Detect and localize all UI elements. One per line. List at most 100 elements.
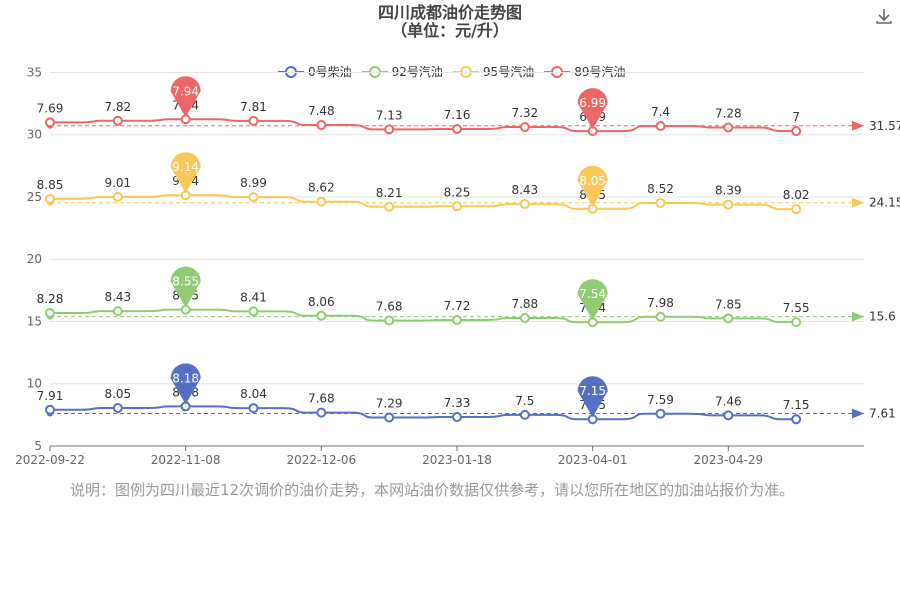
min-pin: [577, 376, 608, 418]
data-point: [723, 122, 734, 133]
data-point: [248, 192, 259, 203]
x-tick-label: 2023-04-01: [558, 453, 628, 467]
avg-label: 7.61: [869, 406, 896, 420]
y-tick-label: 35: [27, 65, 42, 79]
data-label: 8.43: [104, 290, 131, 304]
data-label: 8.25: [444, 185, 471, 199]
data-label: 8.41: [240, 290, 267, 304]
data-label: 7.16: [444, 108, 471, 122]
y-tick-label: 30: [27, 128, 42, 142]
data-label: 8.43: [511, 183, 538, 197]
data-label: 7.33: [444, 396, 471, 410]
data-point: [723, 199, 734, 210]
avg-label: 15.6: [869, 310, 896, 324]
data-point: [791, 204, 802, 215]
series-line-3: [48, 118, 797, 133]
data-label: 7: [792, 110, 800, 124]
legend-marker: [278, 65, 304, 78]
max-pin: [170, 76, 201, 118]
data-label: 8.99: [240, 176, 267, 190]
data-label: 7.28: [715, 106, 742, 120]
data-label: 8.28: [37, 292, 64, 306]
data-point: [791, 125, 802, 136]
data-point: [45, 193, 55, 204]
data-label: 8.62: [308, 181, 335, 195]
data-point: [112, 306, 123, 317]
data-point: [112, 191, 123, 202]
data-label: 7.91: [37, 389, 64, 403]
data-point: [655, 408, 666, 419]
data-label: 7.5: [515, 394, 534, 408]
data-label: 8.06: [308, 295, 335, 309]
data-point: [655, 197, 666, 208]
max-pin-label: 8.55: [172, 275, 199, 289]
data-label: 7.32: [511, 106, 538, 120]
data-point: [316, 196, 327, 207]
data-point: [45, 308, 55, 319]
data-point: [452, 314, 462, 325]
chart-title-block: 四川成都油价走势图 （单位：元/升）: [0, 4, 900, 40]
data-label: 8.02: [783, 188, 810, 202]
data-point: [519, 312, 530, 323]
min-pin: [577, 279, 608, 321]
data-point: [112, 115, 123, 126]
y-tick-label: 5: [34, 439, 42, 453]
min-pin-label: 7.15: [579, 384, 606, 398]
y-tick-label: 10: [27, 377, 42, 391]
max-pin-label: 9.14: [172, 160, 199, 174]
data-point: [452, 201, 462, 212]
data-point: [384, 201, 395, 212]
min-pin-label: 6.99: [579, 96, 606, 110]
legend-marker: [361, 65, 388, 78]
data-label: 7.72: [444, 299, 471, 313]
data-point: [519, 121, 530, 132]
data-label: 8.85: [37, 178, 64, 192]
chart-subtitle: （单位：元/升）: [391, 21, 509, 40]
data-label: 7.4: [651, 105, 670, 119]
data-label: 7.69: [37, 101, 64, 115]
data-label: 7.85: [715, 297, 742, 311]
max-pin: [170, 266, 201, 308]
series-line-0: [48, 405, 797, 421]
x-tick-label: 2023-04-29: [693, 453, 763, 467]
data-label: 8.04: [240, 387, 267, 401]
data-label: 7.29: [376, 396, 403, 410]
min-pin-label: 7.54: [579, 287, 606, 301]
x-tick-label: 2022-12-06: [286, 453, 356, 467]
download-icon[interactable]: [874, 6, 894, 26]
data-point: [45, 404, 55, 415]
data-point: [112, 403, 123, 414]
max-pin-label: 7.94: [172, 84, 199, 98]
data-point: [316, 407, 327, 418]
x-tick-label: 2022-09-22: [15, 453, 85, 467]
series-line-1: [48, 308, 797, 324]
data-point: [316, 310, 327, 321]
min-pin: [577, 165, 608, 207]
chart-title: 四川成都油价走势图: [377, 3, 522, 22]
avg-arrow: [852, 311, 864, 322]
data-label: 7.88: [511, 297, 538, 311]
data-label: 7.68: [376, 299, 403, 313]
data-label: 8.52: [647, 182, 674, 196]
x-tick-label: 2022-11-08: [151, 453, 221, 467]
chart-note: 说明：图例为四川最近12次调价的油价走势，本网站油价数据仅供参考，请以您所在地区…: [70, 481, 795, 499]
max-pin-label: 8.18: [172, 371, 199, 385]
data-label: 7.46: [715, 394, 742, 408]
min-pin-label: 8.05: [579, 174, 606, 188]
chart-legend: 0号柴油 92号汽油 95号汽油 89号汽油: [278, 63, 625, 80]
x-tick-label: 2023-01-18: [422, 453, 492, 467]
data-label: 7.15: [783, 398, 810, 412]
legend-marker: [452, 65, 479, 78]
data-label: 7.48: [308, 104, 335, 118]
avg-label: 31.57: [869, 119, 900, 133]
series-line-2: [48, 194, 797, 211]
data-point: [452, 411, 462, 422]
data-point: [519, 199, 530, 210]
data-point: [452, 123, 462, 134]
data-point: [723, 410, 734, 421]
data-point: [248, 115, 259, 126]
data-point: [519, 409, 530, 420]
data-label: 7.98: [647, 296, 674, 310]
data-label: 9.01: [104, 176, 131, 190]
